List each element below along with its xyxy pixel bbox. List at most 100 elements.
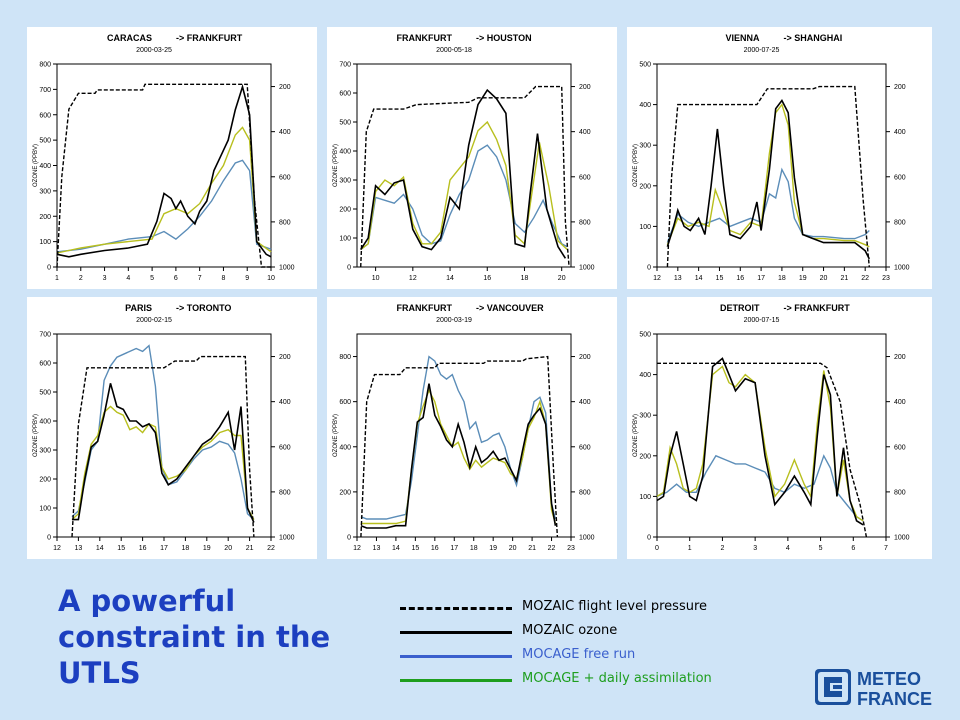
plot-frame <box>356 333 572 538</box>
x-tick-label: 16 <box>483 275 491 282</box>
y-tick-label: 100 <box>639 494 651 501</box>
series-line-mocage-assimilation <box>71 405 255 521</box>
chart-svg: PARIS -> TORONTO 2000-02-15 12 13 14 15 16 17 18 1… <box>33 303 295 552</box>
chart-date: 2000-02-15 <box>136 317 172 324</box>
y-axis-label: OZONE (PPBV) <box>333 414 339 457</box>
y-tick-label: 700 <box>339 62 351 69</box>
plot-frame <box>656 63 887 268</box>
legend-label: MOZAIC ozone <box>522 623 618 638</box>
y-tick-label: 0 <box>47 535 51 542</box>
pressure-tick-label: 1000 <box>279 265 295 272</box>
series-line-mozaic-ozone <box>656 357 864 526</box>
y-tick-label: 800 <box>39 62 51 69</box>
series-line-mozaic-pressure <box>666 85 870 268</box>
y-tick-label: 300 <box>39 448 51 455</box>
x-tick-label: 17 <box>757 275 765 282</box>
x-tick-label: 19 <box>203 545 211 552</box>
x-tick-label: 17 <box>450 545 458 552</box>
y-tick-label: 400 <box>339 444 351 451</box>
x-tick-label: 20 <box>509 545 517 552</box>
chart-title-destination: -> FRANKFURT <box>176 33 243 43</box>
y-tick-label: 0 <box>347 535 351 542</box>
x-tick-label: 21 <box>840 275 848 282</box>
x-tick-label: 18 <box>521 275 529 282</box>
chart-title-destination: -> VANCOUVER <box>476 303 544 313</box>
legend-swatch-dashed <box>400 607 512 610</box>
pressure-tick-label: 600 <box>894 174 906 181</box>
x-tick-label: 23 <box>567 545 575 552</box>
series-line-mozaic-pressure <box>56 83 271 268</box>
x-tick-label: 4 <box>786 545 790 552</box>
x-tick-label: 22 <box>548 545 556 552</box>
x-tick-label: 15 <box>716 275 724 282</box>
y-tick-label: 800 <box>339 354 351 361</box>
y-tick-label: 100 <box>39 506 51 513</box>
x-tick-label: 12 <box>653 275 661 282</box>
pressure-tick-label: 800 <box>894 219 906 226</box>
y-tick-label: 200 <box>39 477 51 484</box>
x-tick-label: 21 <box>528 545 536 552</box>
x-tick-label: 13 <box>75 545 83 552</box>
x-tick-label: 16 <box>431 545 439 552</box>
pressure-tick-label: 400 <box>894 399 906 406</box>
chart-title-destination: -> HOUSTON <box>476 33 532 43</box>
y-tick-label: 100 <box>339 236 351 243</box>
legend-swatch-green <box>400 679 512 682</box>
chart-title-origin: DETROIT <box>720 303 760 313</box>
y-tick-label: 0 <box>47 265 51 272</box>
x-tick-label: 12 <box>353 545 361 552</box>
series-line-mocage-free-run <box>656 454 864 522</box>
y-tick-label: 200 <box>639 183 651 190</box>
pressure-tick-label: 200 <box>894 354 906 361</box>
x-tick-label: 19 <box>799 275 807 282</box>
series-line-mozaic-pressure <box>360 355 559 538</box>
x-tick-label: 7 <box>198 275 202 282</box>
series-line-mozaic-pressure <box>360 85 570 268</box>
legend-item-ozone: MOZAIC ozone <box>400 621 780 645</box>
pressure-tick-label: 800 <box>279 219 291 226</box>
chart-svg: FRANKFURT -> HOUSTON 2000-05-18 10 12 14 16 18 2… <box>333 33 595 282</box>
chart-svg: CARACAS -> FRANKFURT 2000-03-25 1 2 3 4 5 6 7 8 9 10… <box>33 33 295 282</box>
logo-line2: FRANCE <box>857 689 932 709</box>
chart-title-origin: FRANKFURT <box>397 33 453 43</box>
y-tick-label: 600 <box>339 399 351 406</box>
y-tick-label: 500 <box>639 62 651 69</box>
pressure-tick-label: 200 <box>579 84 591 91</box>
x-tick-label: 20 <box>224 545 232 552</box>
y-axis-label: OZONE (PPBV) <box>633 144 639 187</box>
x-tick-label: 10 <box>267 275 275 282</box>
chart-date: 2000-05-18 <box>436 47 472 54</box>
pressure-tick-label: 600 <box>279 444 291 451</box>
chart-date: 2000-07-15 <box>744 317 780 324</box>
y-tick-label: 500 <box>639 332 651 339</box>
x-tick-label: 9 <box>245 275 249 282</box>
x-tick-label: 18 <box>182 545 190 552</box>
pressure-tick-label: 1000 <box>894 535 910 542</box>
x-tick-label: 3 <box>103 275 107 282</box>
pressure-tick-label: 600 <box>579 444 591 451</box>
pressure-tick-label: 200 <box>894 84 906 91</box>
y-tick-label: 400 <box>339 149 351 156</box>
x-tick-label: 1 <box>688 545 692 552</box>
x-tick-label: 3 <box>753 545 757 552</box>
x-tick-label: 4 <box>126 275 130 282</box>
x-tick-label: 18 <box>778 275 786 282</box>
chart-title-origin: FRANKFURT <box>397 303 453 313</box>
chart-panel-vienna-shanghai: VIENNA -> SHANGHAI 2000-07-25 12 13 14 15 16 17 1… <box>627 27 932 289</box>
y-axis-label: OZONE (PPBV) <box>33 414 39 457</box>
chart-title-destination: -> FRANKFURT <box>784 303 851 313</box>
pressure-tick-label: 800 <box>579 489 591 496</box>
x-tick-label: 15 <box>411 545 419 552</box>
plot-frame <box>656 333 887 538</box>
series-line-mocage-assimilation <box>360 388 557 525</box>
pressure-tick-label: 800 <box>279 489 291 496</box>
y-tick-label: 0 <box>647 535 651 542</box>
x-tick-label: 14 <box>96 545 104 552</box>
x-tick-label: 12 <box>53 545 61 552</box>
chart-panel-detroit-frankfurt: DETROIT -> FRANKFURT 2000-07-15 0 1 2 3 4 5 6 7 0 10… <box>627 297 932 559</box>
chart-svg: VIENNA -> SHANGHAI 2000-07-25 12 13 14 15 16 17 1… <box>633 33 910 282</box>
pressure-tick-label: 600 <box>894 444 906 451</box>
y-tick-label: 100 <box>39 239 51 246</box>
x-tick-label: 6 <box>174 275 178 282</box>
x-tick-label: 20 <box>820 275 828 282</box>
